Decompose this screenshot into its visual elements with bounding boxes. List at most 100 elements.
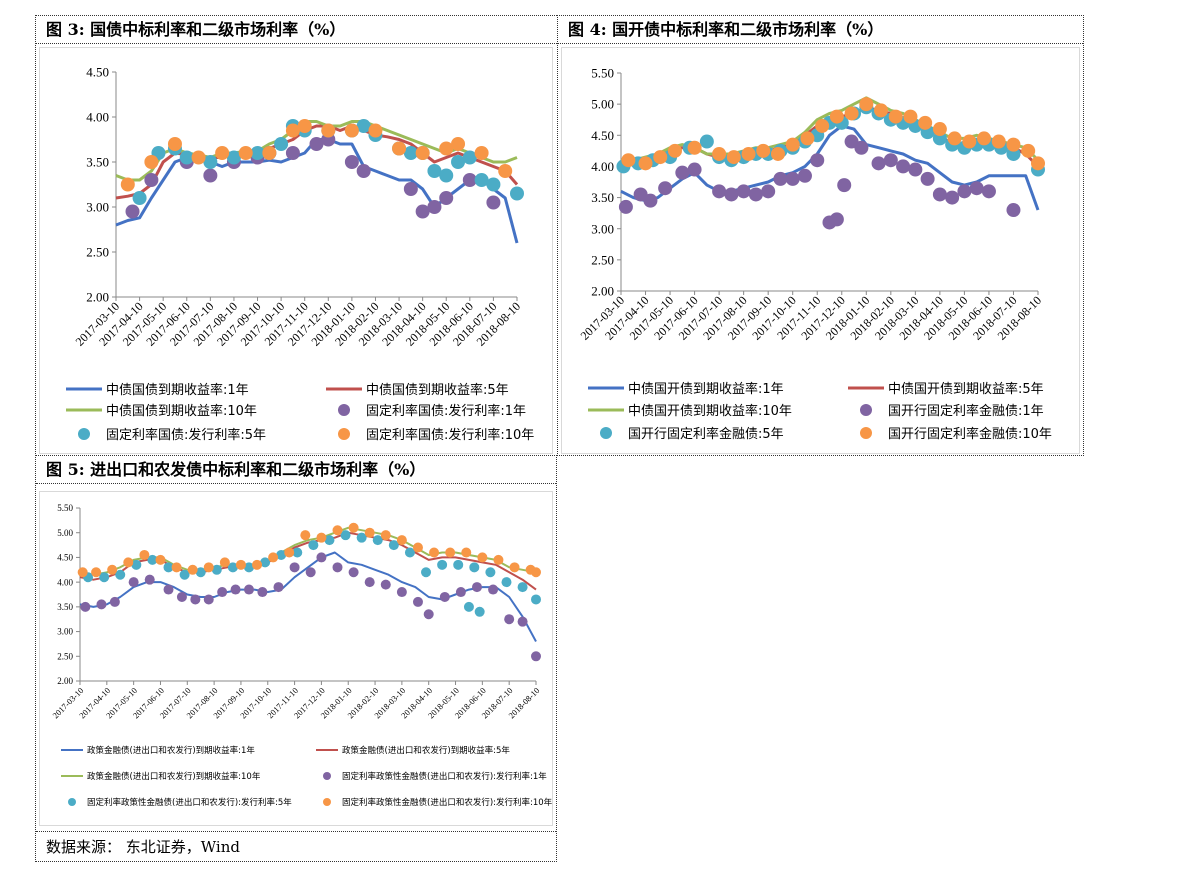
- series-point: [167, 137, 182, 151]
- series-point: [250, 146, 265, 160]
- series-point: [163, 584, 174, 595]
- series-point: [741, 146, 756, 161]
- y-tick-label: 4.50: [591, 128, 614, 143]
- series-point: [957, 184, 972, 199]
- series-point: [501, 577, 512, 588]
- legend-label: 固定利率政策性金融债(进出口和农发行):发行利率:1年: [342, 771, 547, 782]
- series-point: [415, 204, 430, 219]
- series-point: [99, 572, 110, 583]
- series-point: [120, 177, 135, 192]
- series-point: [469, 562, 480, 573]
- series-point: [292, 547, 303, 558]
- legend-label: 固定利率政策性金融债(进出口和农发行):发行利率:5年: [87, 797, 292, 808]
- series-point: [829, 109, 844, 124]
- figure-3-chart: 2.002.503.003.504.004.502017-03-102017-0…: [66, 65, 534, 443]
- series-point: [439, 591, 450, 602]
- series-point: [687, 162, 702, 177]
- series-point: [155, 554, 166, 565]
- series-point: [908, 162, 923, 177]
- series-point: [437, 559, 448, 570]
- y-tick-label: 3.00: [57, 627, 73, 637]
- series-point: [531, 651, 541, 662]
- series-point: [403, 182, 418, 196]
- y-tick-label: 2.00: [86, 290, 109, 305]
- series-point: [770, 146, 785, 161]
- figure-5-frame: [39, 491, 553, 826]
- series-point: [423, 609, 434, 620]
- series-point: [815, 118, 830, 133]
- series-point: [810, 153, 825, 168]
- series-point: [675, 165, 690, 180]
- series-point: [348, 567, 359, 578]
- series-point: [128, 577, 139, 588]
- series-point: [800, 131, 815, 146]
- series-point: [736, 184, 751, 199]
- y-tick-label: 3.50: [57, 602, 73, 612]
- series-point: [896, 159, 911, 174]
- y-tick-label: 5.00: [57, 528, 73, 538]
- series-point: [404, 547, 415, 558]
- series-point: [962, 134, 977, 149]
- series-point: [699, 134, 714, 149]
- series-point: [396, 587, 407, 598]
- series-point: [211, 564, 222, 575]
- series-point: [297, 119, 312, 133]
- series-point: [273, 582, 284, 593]
- series-point: [115, 569, 126, 580]
- legend-label: 中债国开债到期收益率:10年: [628, 403, 792, 419]
- series-point: [190, 594, 201, 605]
- series-point: [163, 562, 174, 573]
- series-point: [445, 547, 456, 558]
- y-tick-label: 5.50: [591, 66, 614, 81]
- series-point: [859, 97, 874, 112]
- series-point: [531, 567, 541, 578]
- figure-5-title: 图 5: 进出口和农发债中标利率和二级市场利率（%）: [36, 456, 556, 484]
- series-point: [80, 601, 91, 612]
- y-tick-label: 2.50: [591, 252, 614, 267]
- legend-label: 固定利率国债:发行利率:5年: [106, 427, 266, 443]
- series-point: [658, 181, 673, 196]
- series-point: [356, 119, 371, 133]
- series-point: [797, 168, 812, 183]
- figure-5-panel: 图 5: 进出口和农发债中标利率和二级市场利率（%） 2.00 2.50 3.00 3…: [35, 455, 557, 862]
- series-point: [969, 181, 984, 196]
- legend-label: 中债国债到期收益率:10年: [106, 403, 257, 419]
- series-point: [226, 150, 241, 165]
- series-point: [412, 542, 423, 553]
- series-point: [238, 146, 253, 160]
- series-point: [195, 567, 206, 578]
- series-point: [1006, 203, 1021, 218]
- y-tick-label: 4.50: [86, 65, 109, 80]
- series-point: [871, 156, 886, 171]
- series-point: [268, 552, 279, 563]
- y-tick-label: 5.50: [57, 503, 73, 513]
- series-point: [344, 155, 359, 169]
- series-point: [396, 535, 407, 546]
- series-point: [284, 547, 295, 558]
- series-point: [368, 123, 383, 138]
- y-tick-label: 4.00: [86, 110, 109, 125]
- series-point: [91, 567, 102, 578]
- legend-swatch-dot: [338, 404, 350, 416]
- series-point: [653, 150, 668, 165]
- series-point: [837, 178, 852, 193]
- series-point: [243, 562, 254, 573]
- series-point: [493, 554, 504, 565]
- series-point: [461, 547, 472, 558]
- series-point: [451, 155, 466, 169]
- series-point: [1021, 143, 1036, 158]
- legend-label: 固定利率政策性金融债(进出口和农发行):发行利率:10年: [342, 797, 553, 808]
- series-point: [621, 153, 636, 168]
- y-tick-label: 2.50: [57, 651, 73, 661]
- series-point: [531, 594, 541, 605]
- series-point: [474, 606, 485, 617]
- series-point: [474, 146, 489, 160]
- series-point: [364, 527, 375, 538]
- series-point: [883, 153, 898, 168]
- legend-label: 国开行固定利率金融债:1年: [888, 403, 1044, 419]
- figure-4-frame: [561, 47, 1080, 454]
- series-point: [344, 123, 359, 138]
- series-point: [756, 143, 771, 158]
- y-tick-label: 2.50: [86, 245, 109, 260]
- series-point: [726, 150, 741, 165]
